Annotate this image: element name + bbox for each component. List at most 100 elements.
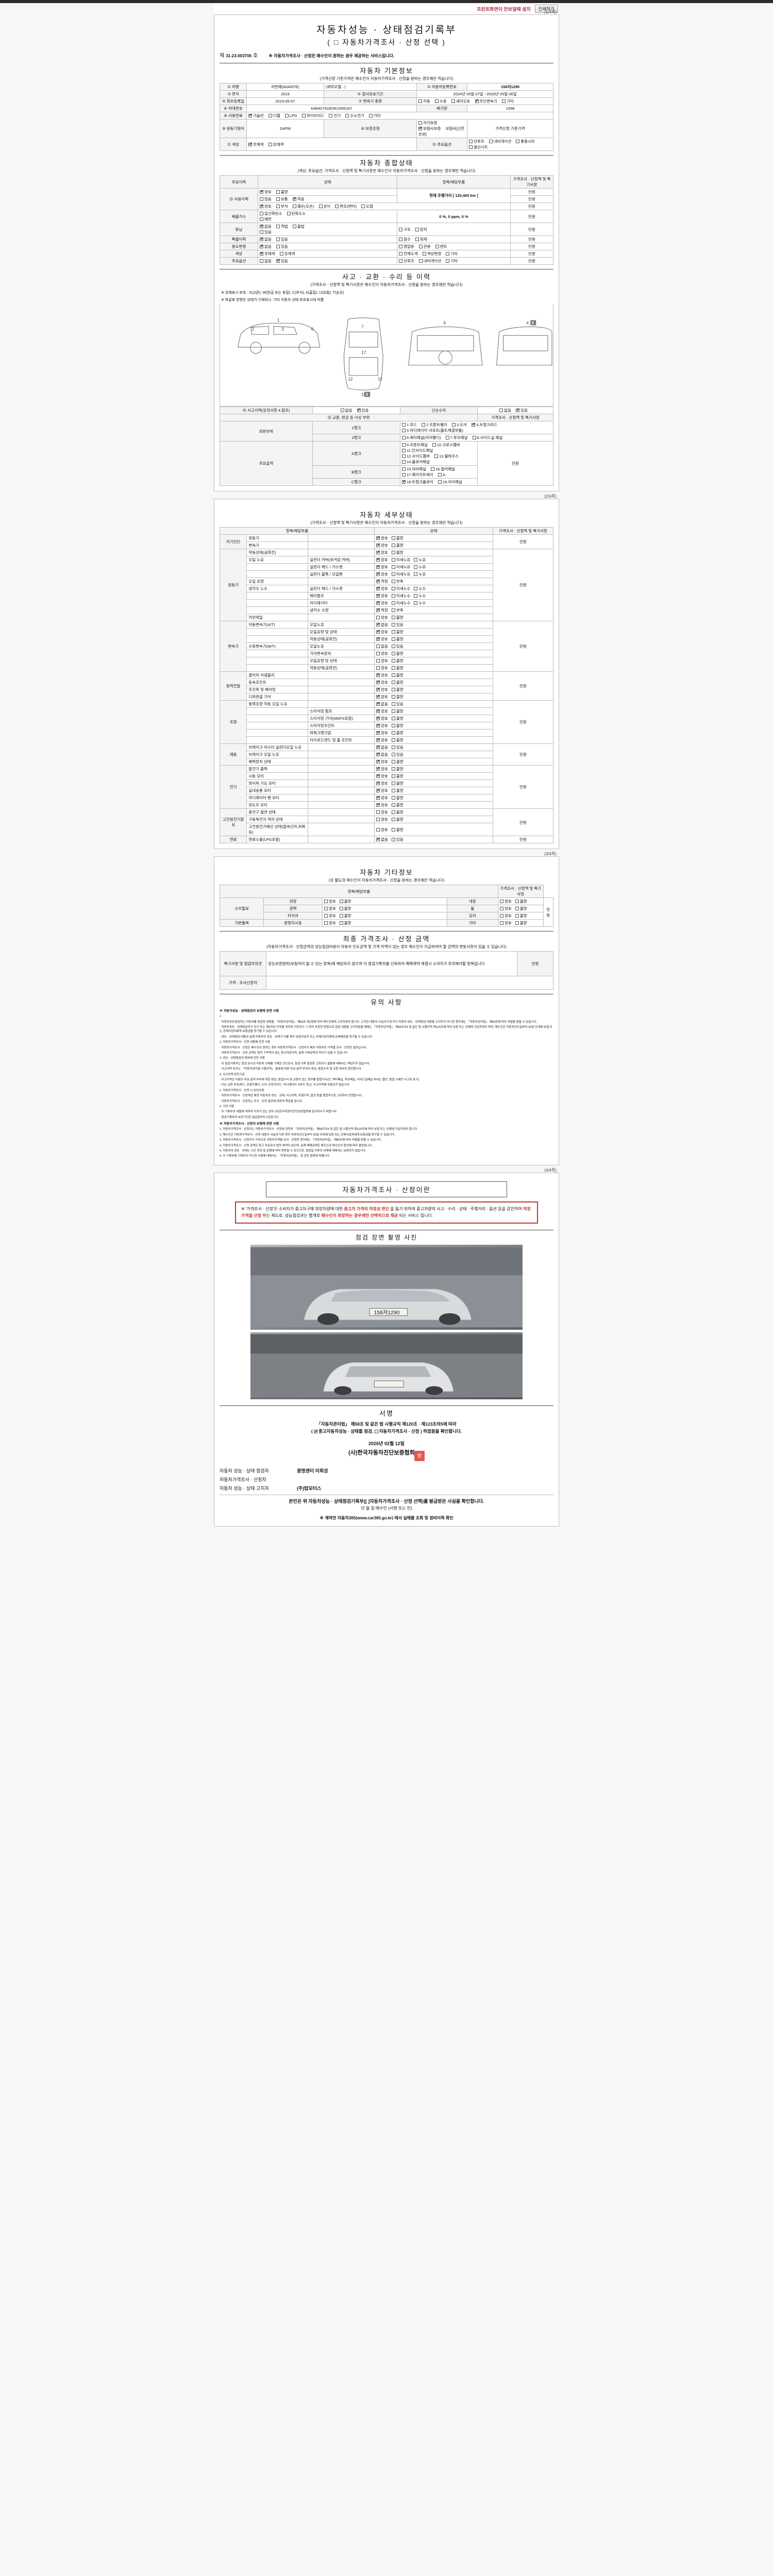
detail-5-1-opt-0[interactable]: 없음: [376, 752, 388, 757]
opt-mainopt-has[interactable]: 있음: [276, 258, 288, 264]
detail-3-3-opt-0[interactable]: 양호: [376, 694, 388, 700]
opt-simple-none[interactable]: 없음: [499, 408, 511, 413]
etc-1-b-opt-1[interactable]: 불량: [515, 906, 527, 911]
detail-8-0-opt-1[interactable]: 있음: [391, 837, 404, 842]
opt-fire[interactable]: 화재: [415, 236, 427, 242]
opt-trunk-lid[interactable]: 4.트렁크리드: [472, 422, 497, 428]
detail-5-2-opt-1[interactable]: 불량: [391, 759, 404, 765]
detail-6-3-opt-1[interactable]: 불량: [391, 788, 404, 793]
opt-package-tray[interactable]: 17.패키지트레이: [402, 472, 433, 478]
opt-gasoline[interactable]: 가솔린: [248, 113, 264, 118]
opt-self-warranty[interactable]: 자가보증: [418, 120, 438, 126]
detail-7-2-opt-0[interactable]: 양호: [376, 827, 388, 833]
detail-1-8-opt-1[interactable]: 부족: [391, 607, 404, 613]
etc-0-b-opt-1[interactable]: 불량: [515, 899, 527, 904]
opt-vin-corrosion[interactable]: 부식: [276, 204, 288, 209]
detail-2-3-opt-0[interactable]: 없음: [376, 643, 388, 649]
opt-inside-panel[interactable]: 11.인사이드패널: [402, 448, 433, 453]
detail-4-4-opt-0[interactable]: 양호: [376, 730, 388, 736]
detail-1-0-opt-1[interactable]: 불량: [391, 550, 404, 555]
opt-tuning-structure[interactable]: 구조: [399, 227, 411, 232]
opt-hydrogen[interactable]: 수소전기: [345, 113, 364, 118]
detail-0-0-opt-0[interactable]: 양호: [376, 535, 388, 541]
detail-6-4-opt-0[interactable]: 양호: [376, 795, 388, 801]
detail-2-5-opt-0[interactable]: 양호: [376, 658, 388, 664]
opt-hood[interactable]: 1.후드: [402, 422, 417, 428]
detail-4-5-opt-1[interactable]: 불량: [391, 737, 404, 743]
opt-cvt[interactable]: 무단변속기: [475, 98, 497, 104]
detail-8-0-opt-0[interactable]: 없음: [376, 837, 388, 842]
opt-commercial[interactable]: 영업용: [399, 244, 414, 249]
detail-1-6-opt-1[interactable]: 미세누수: [391, 593, 410, 599]
etc-3-a-opt-1[interactable]: 불량: [339, 920, 351, 926]
detail-1-5-opt-0[interactable]: 양호: [376, 586, 388, 591]
opt-lpg[interactable]: LPG: [284, 113, 297, 118]
detail-4-0-opt-1[interactable]: 있음: [391, 701, 404, 707]
detail-1-7-opt-2[interactable]: 누수: [414, 600, 426, 606]
detail-5-1-opt-1[interactable]: 있음: [391, 752, 404, 757]
opt-acc-has[interactable]: 있음: [357, 408, 368, 413]
opt-mainopt-none[interactable]: 없음: [260, 258, 272, 264]
etc-0-b-opt-0[interactable]: 양호: [500, 899, 512, 904]
opt-simple-has[interactable]: 있음: [516, 408, 528, 413]
etc-1-a-opt-1[interactable]: 불량: [339, 906, 351, 911]
opt-diesel[interactable]: 디젤: [268, 113, 280, 118]
detail-0-1-opt-1[interactable]: 불량: [391, 543, 404, 548]
etc-1-b-opt-0[interactable]: 양호: [500, 906, 512, 911]
opt-acc-none[interactable]: 없음: [340, 408, 352, 413]
detail-3-1-opt-0[interactable]: 양호: [376, 680, 388, 685]
detail-1-1-opt-0[interactable]: 양호: [376, 557, 388, 563]
detail-7-0-opt-1[interactable]: 불량: [391, 809, 404, 815]
detail-1-3-opt-1[interactable]: 미세누유: [391, 571, 410, 577]
opt-other-fuel[interactable]: 기타: [369, 113, 381, 118]
opt-semiauto[interactable]: 세미오토: [451, 98, 470, 104]
opt-sunroof[interactable]: 선루프: [469, 139, 484, 144]
opt-mo-nav[interactable]: 내비게이션: [418, 258, 441, 264]
detail-4-5-opt-0[interactable]: 양호: [376, 737, 388, 743]
opt-heated-seat[interactable]: 열선시트: [469, 144, 488, 150]
opt-good[interactable]: 양호: [260, 189, 272, 195]
opt-floor-panel[interactable]: 14.플로어패널: [402, 459, 430, 465]
detail-3-2-opt-0[interactable]: 양호: [376, 687, 388, 692]
opt-side-member[interactable]: 12.사이드멤버: [402, 453, 430, 459]
opt-manual[interactable]: 수동: [434, 98, 447, 104]
opt-special-none[interactable]: 없음: [260, 236, 272, 242]
detail-1-9-opt-1[interactable]: 불량: [391, 615, 404, 620]
opt-many[interactable]: 많음: [260, 196, 272, 202]
opt-front-panel[interactable]: 9.프론트패널: [402, 442, 428, 448]
detail-1-8-opt-0[interactable]: 적정: [376, 607, 388, 613]
opt-color-chromatic[interactable]: 유채색: [279, 251, 295, 257]
detail-2-4-opt-1[interactable]: 불량: [391, 651, 404, 656]
opt-hybrid[interactable]: 하이브리드: [301, 113, 324, 118]
detail-6-2-opt-0[interactable]: 양호: [376, 781, 388, 786]
opt-vin-erased[interactable]: 도말: [361, 204, 373, 209]
detail-2-4-opt-0[interactable]: 양호: [376, 651, 388, 656]
opt-radiator-support[interactable]: 5.라디에이터 서포트(볼트체결부품): [402, 428, 463, 433]
opt-mo-other[interactable]: 기타: [446, 258, 458, 264]
detail-1-7-opt-1[interactable]: 미세누수: [391, 600, 410, 606]
opt-vin-damage[interactable]: 훼손(오손): [292, 204, 314, 209]
check-performance[interactable]: [314, 1429, 318, 1435]
detail-2-0-opt-1[interactable]: 있음: [391, 622, 404, 628]
opt-rank-a-sub[interactable]: A.: [438, 472, 446, 477]
detail-2-2-opt-0[interactable]: 양호: [376, 636, 388, 642]
opt-smoke[interactable]: 매연: [260, 216, 272, 222]
detail-1-2-opt-0[interactable]: 양호: [376, 564, 388, 570]
opt-rear-panel[interactable]: 19.리어패널: [438, 479, 462, 485]
detail-1-5-opt-1[interactable]: 미세누수: [391, 586, 410, 591]
detail-6-3-opt-0[interactable]: 양호: [376, 788, 388, 793]
detail-2-6-opt-0[interactable]: 양호: [376, 665, 388, 671]
detail-7-2-opt-1[interactable]: 불량: [391, 827, 404, 833]
detail-3-1-opt-1[interactable]: 불량: [391, 680, 404, 685]
opt-navigation[interactable]: 내비게이션: [489, 139, 511, 144]
opt-rental[interactable]: 렌트: [435, 244, 447, 249]
detail-0-0-opt-1[interactable]: 불량: [391, 535, 404, 541]
rear-vehicle-photo[interactable]: [250, 1332, 523, 1400]
install-note[interactable]: 프린트화면이 안보일때 설치: [477, 6, 531, 12]
opt-color-other[interactable]: 기타: [446, 251, 458, 257]
opt-other-trans[interactable]: 기타: [502, 98, 514, 104]
detail-6-1-opt-1[interactable]: 불량: [391, 773, 404, 779]
detail-6-4-opt-1[interactable]: 불량: [391, 795, 404, 801]
opt-flood[interactable]: 침수: [399, 236, 411, 242]
